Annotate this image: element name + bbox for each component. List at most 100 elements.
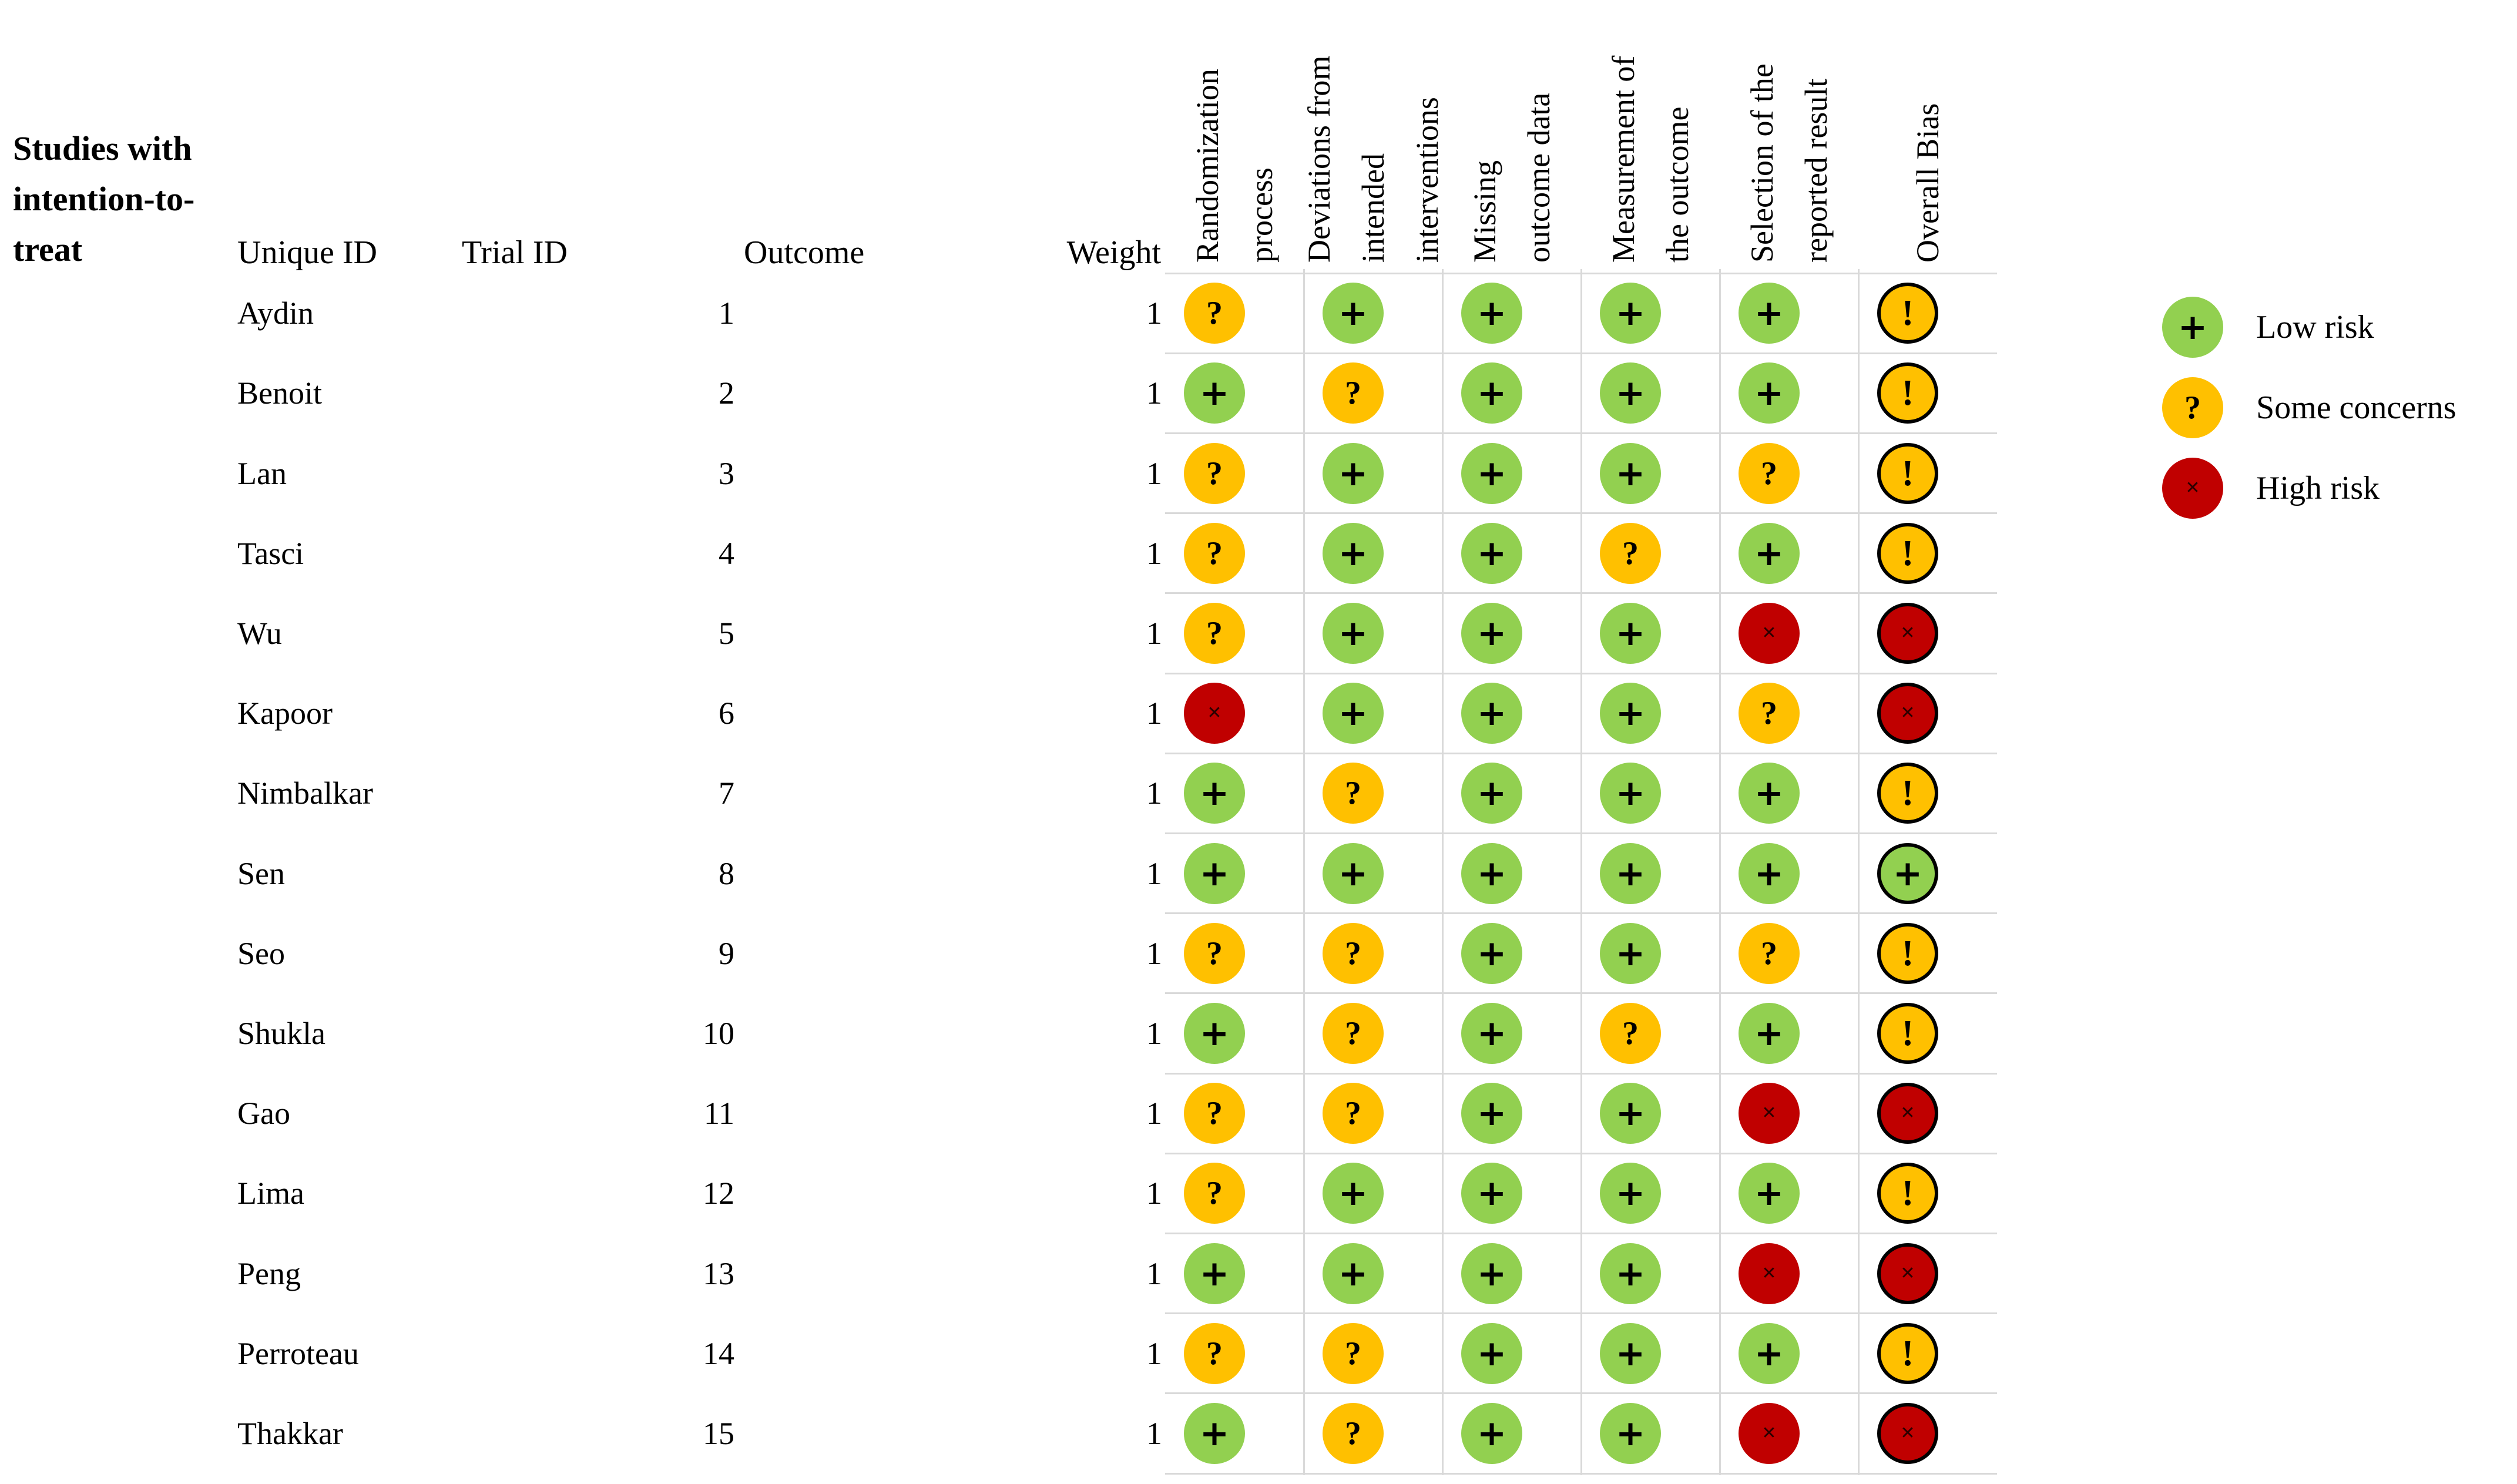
rating-circle: + xyxy=(1739,362,1800,424)
outcome-value: 15 xyxy=(703,1415,734,1451)
weight-value: 1 xyxy=(1146,615,1162,651)
study-name: Nimbalkar xyxy=(237,775,373,811)
overall-rating-circle: ! xyxy=(1877,362,1938,424)
rating-symbol: ? xyxy=(1761,455,1777,492)
rating-symbol: + xyxy=(1338,1173,1368,1214)
rating-circle: + xyxy=(1461,1402,1522,1464)
study-name: Benoit xyxy=(237,375,322,411)
rating-symbol: + xyxy=(1476,1332,1507,1374)
weight-value: 1 xyxy=(1146,696,1162,731)
rating-symbol: + xyxy=(1338,532,1368,574)
domain-header-deviations-from-intended-interventions: Deviations from intended interventions xyxy=(1301,0,1445,267)
rating-circle: + xyxy=(1461,683,1522,744)
weight-value: 1 xyxy=(1146,1015,1162,1051)
rating-circle: ? xyxy=(1323,1402,1384,1464)
rating-symbol: ✕ xyxy=(1900,1263,1915,1284)
rating-symbol: + xyxy=(1754,852,1784,894)
rating-circle: ? xyxy=(1184,1322,1245,1384)
grid-column-separator xyxy=(1303,269,1305,1475)
rating-circle: + xyxy=(1461,442,1522,504)
outcome-value: 3 xyxy=(719,455,734,491)
rating-circle: + xyxy=(1600,602,1661,664)
rating-symbol: + xyxy=(1338,293,1368,334)
domain-header-text: Deviations from intended interventions xyxy=(1301,55,1445,263)
overall-rating-circle: ✕ xyxy=(1877,683,1938,744)
grid-column-separator xyxy=(1441,269,1444,1475)
domain-header-overall-bias: Overall Bias xyxy=(1858,0,1997,267)
legend-symbol: ? xyxy=(2184,390,2201,426)
rating-circle: + xyxy=(1184,1402,1245,1464)
rating-circle: ✕ xyxy=(1739,1402,1800,1464)
rating-symbol: + xyxy=(1199,1412,1230,1454)
rating-symbol: ? xyxy=(1345,1335,1361,1372)
domain-header-text: Randomization process xyxy=(1190,69,1279,263)
rating-circle: ? xyxy=(1600,522,1661,584)
rating-symbol: + xyxy=(1476,773,1507,814)
table-title-line: intention-to- xyxy=(13,180,195,218)
rating-circle: + xyxy=(1600,1163,1661,1224)
rating-symbol: + xyxy=(1754,372,1784,414)
rating-symbol: + xyxy=(1338,693,1368,734)
rating-symbol: + xyxy=(1199,852,1230,894)
rating-circle: ? xyxy=(1739,683,1800,744)
weight-value: 1 xyxy=(1146,1415,1162,1451)
rating-symbol: + xyxy=(1615,372,1646,414)
legend-item-high-risk: ✕ High risk xyxy=(2162,458,2380,519)
rating-symbol: + xyxy=(1476,452,1507,494)
rating-circle: ? xyxy=(1184,1163,1245,1224)
overall-rating-circle: ✕ xyxy=(1877,1083,1938,1144)
study-name: Wu xyxy=(237,615,282,651)
rating-symbol: + xyxy=(1615,452,1646,494)
rating-symbol: + xyxy=(1476,1012,1507,1054)
rating-symbol: + xyxy=(1476,1253,1507,1294)
rating-circle: ✕ xyxy=(1184,683,1245,744)
weight-value: 1 xyxy=(1146,775,1162,811)
rating-symbol: ✕ xyxy=(1900,703,1915,724)
rating-circle: + xyxy=(1461,1002,1522,1064)
overall-rating-circle: ✕ xyxy=(1877,602,1938,664)
column-header-trial-id: Trial ID xyxy=(462,234,568,271)
rating-circle: ? xyxy=(1323,922,1384,984)
outcome-value: 13 xyxy=(703,1255,734,1291)
rating-symbol: ? xyxy=(1345,1015,1361,1052)
rating-symbol: ✕ xyxy=(1761,622,1777,643)
rating-symbol: + xyxy=(1476,293,1507,334)
overall-rating-circle: ! xyxy=(1877,763,1938,824)
outcome-value: 12 xyxy=(703,1176,734,1211)
rating-symbol: + xyxy=(1615,852,1646,894)
rating-symbol: + xyxy=(1615,612,1646,654)
domain-header-measurement-of-the-outcome: Measurement of the outcome xyxy=(1581,0,1720,267)
rating-symbol: + xyxy=(1754,1332,1784,1374)
rating-circle: + xyxy=(1323,683,1384,744)
weight-value: 1 xyxy=(1146,535,1162,571)
rating-circle: ? xyxy=(1323,1322,1384,1384)
overall-rating-circle: + xyxy=(1877,842,1938,904)
overall-rating-circle: ! xyxy=(1877,442,1938,504)
rating-symbol: ✕ xyxy=(1761,1422,1777,1443)
outcome-value: 4 xyxy=(719,535,734,571)
study-name: Thakkar xyxy=(237,1415,343,1451)
outcome-value: 7 xyxy=(719,775,734,811)
rating-circle: + xyxy=(1600,442,1661,504)
overall-rating-circle: ✕ xyxy=(1877,1243,1938,1304)
rating-circle: + xyxy=(1600,1322,1661,1384)
rating-circle: + xyxy=(1600,763,1661,824)
overall-rating-circle: ! xyxy=(1877,1002,1938,1064)
rating-symbol: ! xyxy=(1901,933,1914,973)
rating-circle: + xyxy=(1739,763,1800,824)
domain-header-missing-outcome-data: Missing outcome data xyxy=(1442,0,1581,267)
overall-rating-circle: ! xyxy=(1877,1322,1938,1384)
rating-symbol: + xyxy=(1199,773,1230,814)
rating-symbol: + xyxy=(1892,852,1923,894)
rating-symbol: + xyxy=(1476,1093,1507,1134)
rating-circle: + xyxy=(1600,683,1661,744)
overall-rating-circle: ✕ xyxy=(1877,1402,1938,1464)
rating-symbol: ? xyxy=(1206,535,1223,572)
rating-circle: ? xyxy=(1323,763,1384,824)
rating-circle: + xyxy=(1323,1163,1384,1224)
rating-circle: ? xyxy=(1323,1083,1384,1144)
rating-symbol: ? xyxy=(1622,1015,1639,1052)
rating-circle: + xyxy=(1739,522,1800,584)
rating-circle: + xyxy=(1739,1163,1800,1224)
rating-symbol: ✕ xyxy=(1761,1103,1777,1124)
